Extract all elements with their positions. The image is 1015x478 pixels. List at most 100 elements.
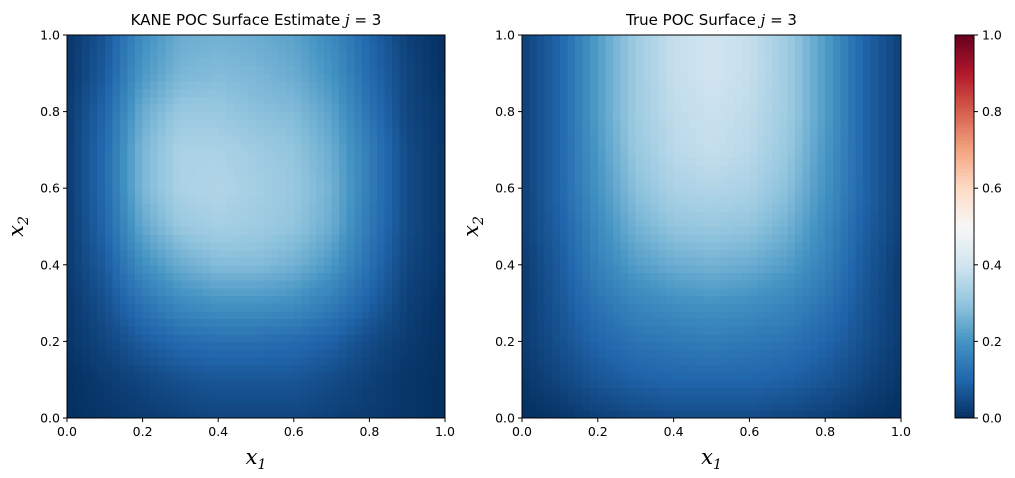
heatmap-cell: [74, 203, 83, 212]
heatmap-cell: [180, 195, 189, 205]
heatmap-cell: [817, 249, 826, 258]
heatmap-cell: [135, 402, 144, 411]
heatmap-cell: [331, 272, 340, 281]
heatmap-cell: [597, 65, 606, 74]
heatmap-cell: [794, 103, 804, 113]
heatmap-cell: [855, 303, 864, 312]
heatmap-cell: [681, 65, 690, 74]
heatmap-cell: [628, 387, 637, 396]
heatmap-cell: [590, 387, 599, 396]
heatmap-cell: [666, 226, 675, 235]
heatmap-cell: [605, 126, 614, 136]
heatmap-cell: [628, 80, 637, 90]
heatmap-cell: [104, 149, 113, 159]
heatmap-cell: [847, 349, 857, 358]
heatmap-cell: [301, 103, 310, 113]
heatmap-cell: [135, 226, 144, 235]
heatmap-cell: [422, 103, 431, 113]
heatmap-cell: [802, 218, 811, 228]
heatmap-cell: [331, 126, 340, 136]
heatmap-cell: [635, 103, 644, 113]
heatmap-cell: [271, 364, 280, 373]
heatmap-cell: [256, 249, 265, 258]
heatmap-cell: [157, 149, 166, 159]
heatmap-cell: [878, 280, 887, 289]
heatmap-cell: [376, 142, 386, 151]
heatmap-cell: [331, 172, 340, 182]
heatmap-cell: [233, 249, 242, 258]
heatmap-cell: [658, 88, 667, 97]
heatmap-cell: [893, 65, 902, 74]
heatmap-cell: [172, 333, 181, 342]
heatmap-cell: [407, 103, 416, 113]
heatmap-cell: [218, 111, 227, 120]
heatmap-cell: [575, 372, 584, 381]
heatmap-cell: [437, 303, 446, 312]
heatmap-cell: [172, 303, 181, 312]
heatmap-cell: [810, 341, 819, 350]
heatmap-cell: [666, 310, 675, 320]
heatmap-cell: [135, 111, 144, 120]
heatmap-cell: [316, 272, 325, 281]
heatmap-cell: [278, 387, 287, 396]
heatmap-cell: [119, 35, 129, 44]
heatmap-cell: [749, 80, 758, 90]
heatmap-cell: [772, 42, 781, 51]
heatmap-cell: [772, 402, 781, 411]
heatmap-cell: [324, 249, 333, 258]
heatmap-cell: [429, 119, 439, 128]
heatmap-cell: [218, 387, 227, 396]
heatmap-cell: [703, 379, 713, 388]
heatmap-cell: [135, 249, 144, 258]
heatmap-cell: [339, 257, 348, 266]
heatmap-cell: [361, 96, 370, 105]
heatmap-cell: [726, 42, 735, 51]
heatmap-cell: [628, 349, 637, 358]
heatmap-cell: [832, 387, 841, 396]
heatmap-cell: [681, 73, 690, 82]
heatmap-cell: [210, 195, 219, 205]
heatmap-cell: [240, 310, 250, 320]
heatmap-cell: [407, 303, 416, 312]
heatmap-cell: [119, 226, 129, 235]
heatmap-cell: [165, 157, 174, 166]
heatmap-cell: [688, 280, 697, 289]
heatmap-cell: [271, 88, 280, 97]
heatmap-cell: [764, 303, 773, 312]
heatmap-cell: [172, 203, 181, 212]
heatmap-cell: [89, 188, 98, 197]
heatmap-cell: [688, 65, 697, 74]
heatmap-cell: [157, 257, 166, 266]
heatmap-cell: [711, 203, 720, 212]
heatmap-cell: [650, 241, 660, 251]
heatmap-cell: [673, 264, 682, 274]
heatmap-cell: [218, 241, 227, 251]
heatmap-cell: [376, 157, 386, 166]
heatmap-cell: [97, 195, 106, 205]
heatmap-cell: [582, 172, 591, 182]
heatmap-cell: [696, 203, 705, 212]
heatmap-cell: [104, 364, 113, 373]
heatmap-cell: [749, 157, 758, 166]
heatmap-cell: [544, 65, 553, 74]
heatmap-cell: [97, 364, 106, 373]
heatmap-cell: [278, 211, 287, 220]
heatmap-cell: [286, 172, 295, 182]
heatmap-cell: [150, 241, 159, 251]
heatmap-cell: [399, 257, 408, 266]
heatmap-cell: [817, 402, 826, 411]
heatmap-cell: [127, 395, 136, 404]
heatmap-cell: [885, 149, 895, 159]
heatmap-cell: [361, 349, 370, 358]
heatmap-cell: [187, 172, 197, 182]
heatmap-cell: [794, 387, 804, 396]
heatmap-cell: [361, 119, 370, 128]
heatmap-cell: [97, 111, 106, 120]
heatmap-cell: [256, 349, 265, 358]
heatmap-cell: [301, 280, 310, 289]
heatmap-cell: [597, 134, 606, 143]
heatmap-cell: [97, 257, 106, 266]
heatmap-cell: [802, 310, 811, 320]
heatmap-cell: [240, 326, 250, 335]
heatmap-cell: [339, 96, 348, 105]
